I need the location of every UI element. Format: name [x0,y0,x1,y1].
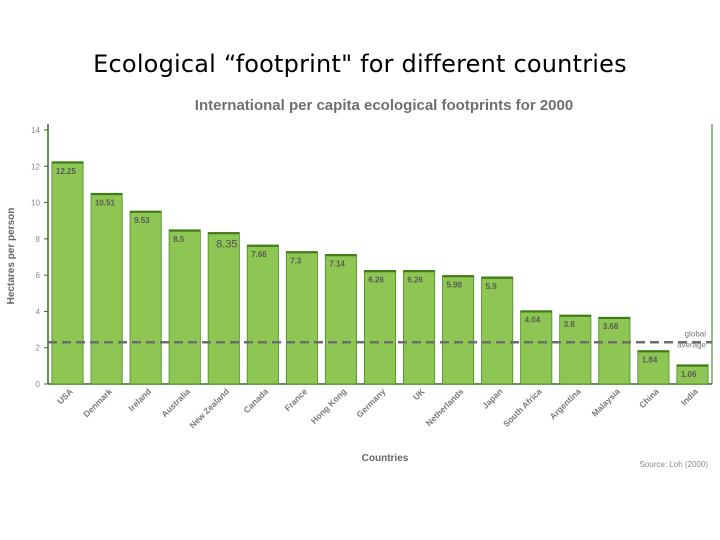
value-label: 3.68 [603,322,619,331]
category-label: Canada [241,386,270,415]
category-label: France [283,386,310,413]
category-label: UK [411,386,427,402]
value-label: 3.8 [564,320,576,329]
value-label: 7.66 [251,250,267,259]
value-label: 7.3 [290,257,302,266]
category-label: Hong Kong [309,386,348,425]
bar [520,310,553,385]
value-label: 8.5 [173,235,185,244]
bar [481,276,514,385]
bar [403,270,436,385]
y-axis-title: Hectares per person [6,208,17,305]
y-tick-label: 0 [36,380,41,389]
bar [51,161,84,385]
category-label: South Africa [501,386,544,429]
y-tick-label: 14 [31,126,40,135]
bar [168,229,201,385]
category-label: Japan [480,386,504,410]
bar [246,244,279,385]
y-tick-label: 12 [31,162,40,171]
category-label: Australia [159,386,192,419]
value-label: 6.26 [407,275,423,284]
bar [363,270,397,385]
global-average-label: average [677,340,706,349]
category-label: Netherlands [424,386,466,428]
value-label: 4.04 [525,316,541,325]
y-tick-label: 4 [36,307,41,316]
chart-bars [51,161,709,385]
value-label: 1.06 [681,370,697,379]
value-label: 10.51 [95,198,116,207]
bar [207,232,240,385]
bar [324,254,357,385]
value-label: 6.26 [368,275,384,284]
value-label: 1.84 [642,356,658,365]
slide-title: Ecological “footprint" for different cou… [93,50,627,78]
bar [442,275,475,385]
category-label: Germany [354,386,387,419]
category-label: Malaysia [590,386,622,418]
bar [285,251,318,385]
global-average-label: global [685,329,707,338]
source-note: Source: Loh (2000) [640,460,709,469]
category-label: New Zealand [187,386,231,430]
category-label: China [637,386,661,410]
category-label: USA [55,386,75,406]
value-label: 9.53 [134,216,150,225]
bar [637,350,670,385]
bar [90,192,123,385]
value-label: 5.98 [446,281,462,290]
y-tick-label: 2 [36,344,41,353]
category-label: Ireland [126,386,153,413]
y-tick-label: 10 [31,199,40,208]
value-label: 7.14 [329,259,345,268]
category-label: India [679,386,700,407]
value-label: 8.35 [216,239,237,251]
category-label: Denmark [81,386,114,419]
value-label: 5.9 [486,282,498,291]
value-label: 12.25 [56,167,77,176]
bar [129,210,162,385]
x-axis-title: Countries [362,453,409,464]
bar [598,316,631,385]
chart-title: International per capita ecological foot… [195,97,573,114]
y-tick-label: 6 [36,271,41,280]
y-tick-label: 8 [36,235,41,244]
category-label: Argentina [548,386,583,421]
